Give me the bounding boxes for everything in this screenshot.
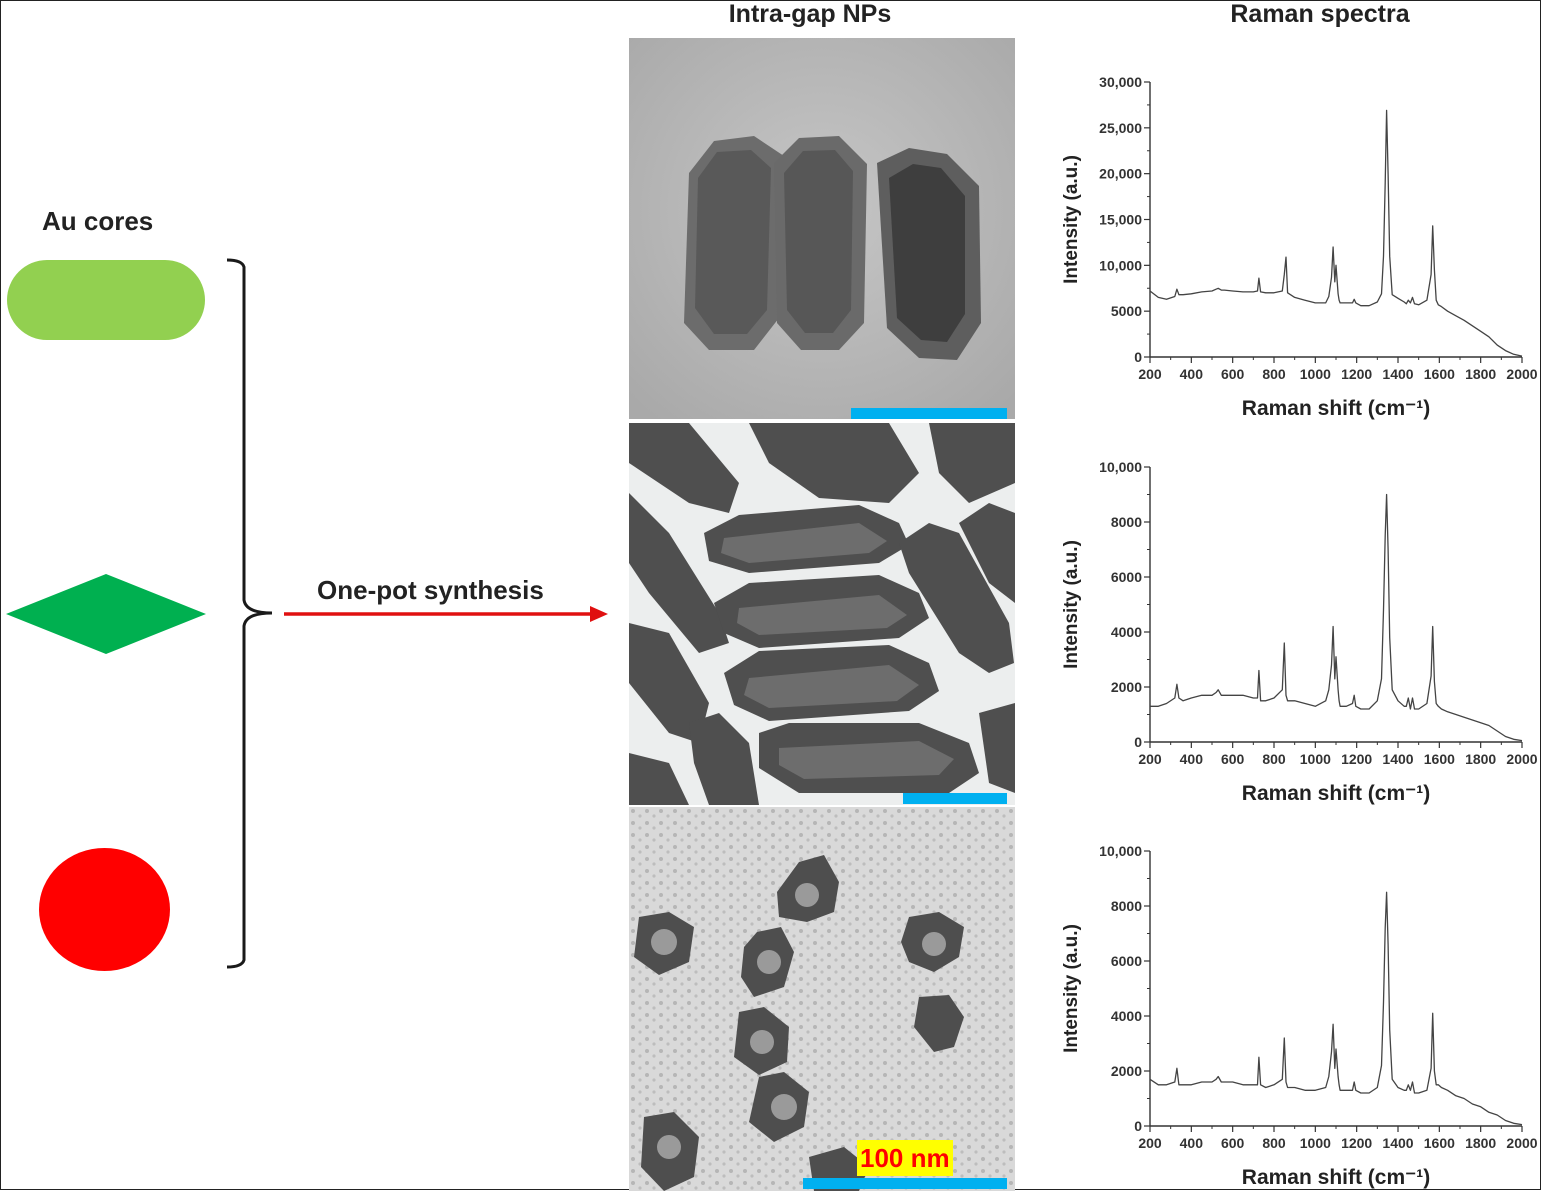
y-tick-label: 8000 <box>1111 514 1142 530</box>
scale-bar <box>803 1178 1007 1189</box>
x-tick-label: 200 <box>1138 1135 1162 1151</box>
spectrum-line <box>1149 109 1523 357</box>
x-tick-label: 800 <box>1262 366 1286 382</box>
x-tick-label: 800 <box>1262 1135 1286 1151</box>
raman-chart-1: 0 5000 10,000 15,000 20,000 25,000 30,000 200 40… <box>1061 74 1538 420</box>
y-tick-label: 5000 <box>1111 303 1142 319</box>
x-tick-label: 400 <box>1180 1135 1204 1151</box>
tem-image-nanostars <box>629 807 1015 1191</box>
y-axis-label: Intensity (a.u.) <box>1061 540 1082 669</box>
au-cores-title: Au cores <box>42 206 154 236</box>
x-tick-label: 1000 <box>1300 1135 1331 1151</box>
x-tick-label: 1000 <box>1300 751 1331 767</box>
y-tick-label: 2000 <box>1111 679 1142 695</box>
y-tick-label: 6000 <box>1111 953 1142 969</box>
x-tick-label: 2000 <box>1506 366 1537 382</box>
rounded-rod-icon <box>7 260 205 340</box>
y-axis-label: Intensity (a.u.) <box>1061 924 1082 1053</box>
x-axis-label: Raman shift (cm⁻¹) <box>1242 1166 1430 1189</box>
raman-chart-3: 0 2000 4000 6000 8000 10,000 200 400 600 800 1000 1… <box>1061 843 1538 1189</box>
scale-bar <box>903 793 1007 804</box>
scale-bar <box>851 408 1007 419</box>
synthesis-arrow-label: One-pot synthesis <box>317 575 544 605</box>
x-tick-label: 200 <box>1138 751 1162 767</box>
x-tick-label: 1600 <box>1424 751 1455 767</box>
spectrum-line <box>1150 493 1523 742</box>
tem-image-bipyramids <box>629 423 1015 805</box>
x-tick-label: 1200 <box>1341 366 1372 382</box>
x-tick-label: 1400 <box>1382 751 1413 767</box>
spectrum-line <box>1149 891 1523 1126</box>
x-tick-label: 1400 <box>1382 1135 1413 1151</box>
y-tick-label: 15,000 <box>1099 212 1142 228</box>
x-axis-label: Raman shift (cm⁻¹) <box>1242 782 1430 805</box>
y-tick-label: 8000 <box>1111 898 1142 914</box>
x-tick-label: 1800 <box>1465 1135 1496 1151</box>
y-tick-label: 4000 <box>1111 624 1142 640</box>
y-tick-label: 6000 <box>1111 569 1142 585</box>
y-tick-label: 2000 <box>1111 1063 1142 1079</box>
scale-bar-label: 100 nm <box>857 1140 953 1176</box>
x-tick-label: 1600 <box>1424 366 1455 382</box>
y-tick-label: 10,000 <box>1099 459 1142 475</box>
x-tick-label: 200 <box>1138 366 1162 382</box>
x-tick-label: 1800 <box>1465 751 1496 767</box>
y-tick-label: 0 <box>1134 349 1142 365</box>
x-tick-label: 2000 <box>1506 751 1537 767</box>
tem-column-header: Intra-gap NPs <box>728 0 892 28</box>
x-tick-label: 1200 <box>1341 1135 1372 1151</box>
x-tick-label: 1400 <box>1382 366 1413 382</box>
raman-chart-2: 0 2000 4000 6000 8000 10,000 200 400 600 800 1000 1… <box>1061 459 1538 805</box>
tem-image-rods <box>629 38 1015 419</box>
y-tick-label: 30,000 <box>1099 74 1142 90</box>
y-tick-label: 10,000 <box>1099 257 1142 273</box>
x-tick-label: 1000 <box>1300 366 1331 382</box>
y-axis-label: Intensity (a.u.) <box>1061 155 1082 284</box>
x-tick-label: 2000 <box>1506 1135 1537 1151</box>
diamond-icon <box>6 574 206 654</box>
y-tick-label: 20,000 <box>1099 166 1142 182</box>
x-tick-label: 1600 <box>1424 1135 1455 1151</box>
x-tick-label: 1800 <box>1465 366 1496 382</box>
y-tick-label: 0 <box>1134 1118 1142 1134</box>
x-tick-label: 400 <box>1180 751 1204 767</box>
x-tick-label: 600 <box>1221 1135 1245 1151</box>
y-tick-label: 0 <box>1134 734 1142 750</box>
circle-icon <box>39 848 170 971</box>
right-arrow-icon <box>284 606 608 622</box>
x-tick-label: 600 <box>1221 366 1245 382</box>
right-curly-bracket <box>226 258 273 969</box>
y-tick-label: 4000 <box>1111 1008 1142 1024</box>
x-tick-label: 600 <box>1221 751 1245 767</box>
x-tick-label: 800 <box>1262 751 1286 767</box>
x-tick-label: 1200 <box>1341 751 1372 767</box>
x-tick-label: 400 <box>1180 366 1204 382</box>
raman-column-header: Raman spectra <box>1230 0 1410 28</box>
y-tick-label: 10,000 <box>1099 843 1142 859</box>
x-axis-label: Raman shift (cm⁻¹) <box>1242 397 1430 420</box>
y-tick-label: 25,000 <box>1099 120 1142 136</box>
